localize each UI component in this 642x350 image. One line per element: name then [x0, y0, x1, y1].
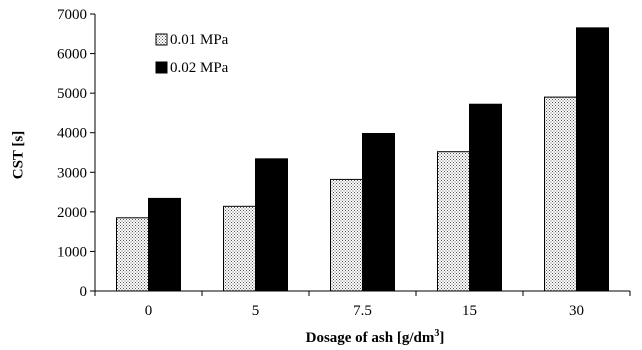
legend-label-series-1: 0.01 MPa [170, 32, 229, 48]
y-tick-label: 3000 [57, 165, 87, 181]
legend-swatch-series-2 [155, 61, 168, 74]
x-tick-label: 0 [145, 303, 153, 319]
bar-series-1-0 [116, 217, 149, 292]
y-axis-title: CST [s] [10, 131, 26, 180]
x-tick-label: 5 [252, 303, 260, 319]
x-tick-label: 7.5 [353, 303, 372, 319]
x-axis-title-main: Dosage of ash [g/dm [306, 330, 435, 346]
y-tick-label: 2000 [57, 205, 87, 221]
bar-series-1-7.5 [330, 178, 363, 292]
x-axis-title-superscript: 3 [434, 328, 439, 339]
x-axis-title-end: ] [439, 330, 444, 346]
tick-labels: 0 1000 2000 3000 4000 5000 6000 7000 0 5 7.5 15 30 [57, 7, 584, 319]
bar-series-2-7.5 [362, 133, 395, 292]
x-tick-label: 15 [462, 303, 477, 319]
bars [116, 27, 609, 292]
y-tick-label: 1000 [57, 244, 87, 260]
y-tick-label: 7000 [57, 7, 87, 23]
bar-series-2-0 [148, 197, 181, 292]
axes [90, 13, 631, 296]
y-tick-label: 4000 [57, 126, 87, 142]
legend: 0.01 MPa 0.02 MPa [155, 32, 229, 76]
bar-series-1-30 [544, 96, 577, 292]
x-tick-label: 30 [569, 303, 584, 319]
legend-label-series-2: 0.02 MPa [170, 60, 229, 76]
y-tick-label: 5000 [57, 86, 87, 102]
x-axis-title: Dosage of ash [g/dm3] [306, 328, 445, 346]
bar-series-2-5 [255, 158, 288, 292]
bar-series-2-15 [469, 103, 502, 292]
y-tick-label: 6000 [57, 47, 87, 63]
y-tick-label: 0 [80, 284, 88, 300]
bar-series-1-5 [223, 205, 256, 292]
bar-series-1-15 [437, 151, 470, 292]
legend-swatch-series-1 [155, 33, 168, 46]
bar-series-2-30 [576, 27, 609, 292]
